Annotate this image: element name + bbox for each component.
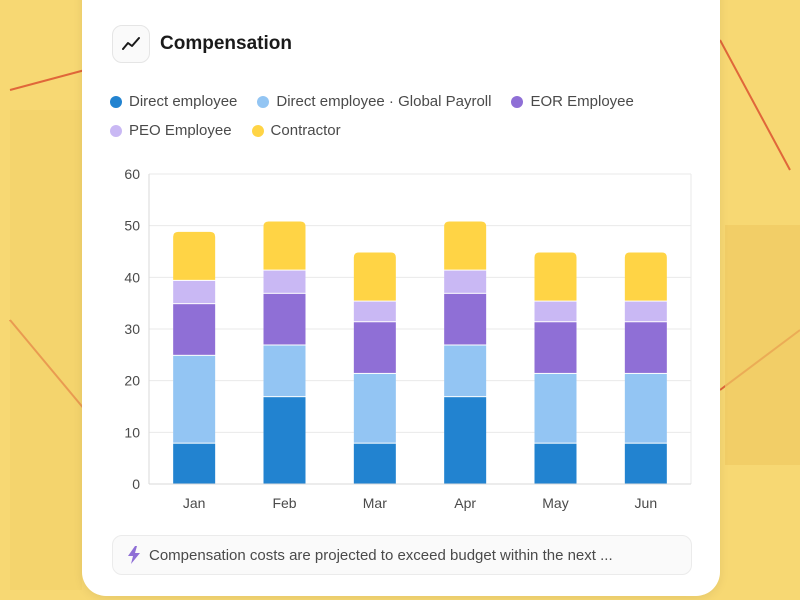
bar-segment	[353, 373, 396, 443]
y-tick-label: 10	[124, 424, 140, 440]
bar-segment	[624, 443, 667, 484]
legend-label: Direct employee	[129, 93, 238, 110]
y-tick-label: 50	[124, 218, 140, 234]
bar-segment	[173, 231, 216, 280]
stacked-bar-chart: 0 10 20 30 40 50 60 Jan Feb Mar Apr May Jun	[124, 166, 692, 511]
x-tick-label: May	[542, 495, 568, 511]
legend-label: EOR Employee	[530, 93, 634, 110]
bar-segment	[444, 221, 487, 270]
bar-segment	[263, 397, 306, 484]
bar-segment	[534, 301, 577, 322]
legend-item[interactable]: Direct employee · Global Payroll	[257, 92, 491, 112]
legend-swatch	[257, 96, 270, 108]
bar-segment	[444, 270, 487, 293]
legend-swatch	[511, 96, 524, 108]
bar-segment	[534, 443, 577, 484]
y-tick-label: 30	[124, 321, 140, 337]
card-title: Compensation	[160, 33, 292, 54]
bar-segment	[263, 270, 306, 293]
bar-segment	[173, 355, 216, 443]
bar-segment	[353, 443, 396, 484]
bar-segment	[173, 280, 216, 304]
bar-segment	[353, 252, 396, 301]
bar-segment	[263, 293, 306, 345]
trend-line-icon	[112, 25, 150, 63]
legend-item[interactable]: EOR Employee	[511, 92, 634, 112]
x-tick-label: Mar	[363, 495, 387, 511]
legend-item[interactable]: PEO Employee	[110, 121, 232, 141]
legend-item[interactable]: Contractor	[251, 121, 341, 141]
insight-text: Compensation costs are projected to exce…	[149, 546, 613, 564]
bar-segment	[263, 345, 306, 397]
bar-segment	[444, 345, 487, 397]
y-tick-label: 40	[124, 269, 140, 285]
bar-segment	[624, 373, 667, 443]
legend-swatch	[110, 96, 122, 108]
legend-label: Contractor	[270, 122, 341, 139]
bar-segment	[173, 304, 216, 355]
y-tick-label: 20	[124, 373, 140, 389]
bar-segment	[624, 322, 667, 373]
legend-item[interactable]: Direct employee	[110, 92, 237, 112]
bar-segment	[444, 397, 487, 484]
bar-segment	[173, 443, 216, 484]
bar-segment	[624, 252, 667, 301]
bar-segment	[534, 252, 577, 301]
compensation-card: Compensation Direct employee Direct emplo…	[82, 0, 720, 596]
x-tick-label: Jan	[183, 495, 206, 511]
bar-segment	[353, 301, 396, 322]
bar-segment	[534, 373, 577, 443]
bar-segment	[624, 301, 667, 322]
x-tick-label: Apr	[454, 495, 476, 511]
x-tick-label: Feb	[272, 495, 296, 511]
bar-segment	[353, 322, 396, 373]
bar-segment	[263, 221, 306, 270]
legend-label: Direct employee · Global Payroll	[276, 93, 492, 110]
bar-segment	[534, 322, 577, 373]
lightning-icon	[127, 546, 141, 564]
y-tick-label: 0	[132, 476, 140, 492]
chart-legend: Direct employee Direct employee · Global …	[110, 92, 670, 141]
bar-segment	[444, 293, 487, 345]
y-tick-label: 60	[124, 166, 140, 182]
x-tick-label: Jun	[635, 495, 658, 511]
legend-label: PEO Employee	[129, 122, 232, 139]
legend-swatch	[251, 125, 264, 137]
legend-swatch	[110, 125, 122, 137]
insight-banner[interactable]: Compensation costs are projected to exce…	[112, 535, 692, 575]
